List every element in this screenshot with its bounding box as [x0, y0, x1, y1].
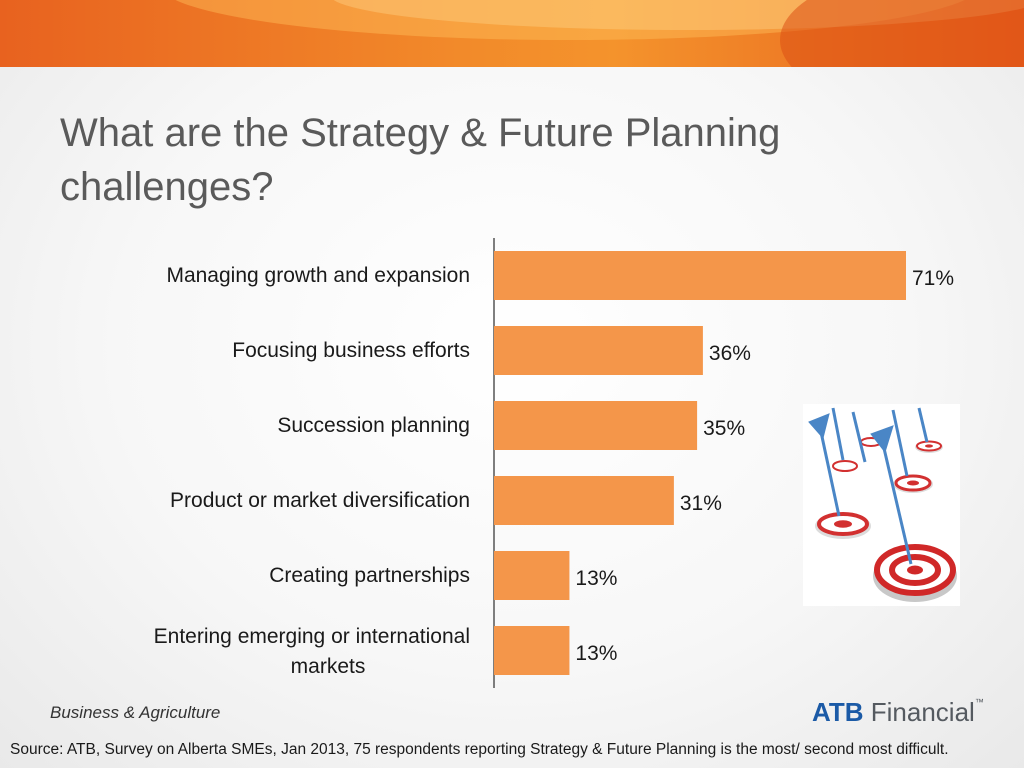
bar-0: [494, 251, 906, 300]
brand-rest: Financial: [870, 697, 975, 727]
value-label-3: 31%: [680, 492, 722, 515]
category-label-1: Focusing business efforts: [232, 339, 470, 362]
category-label-5: Entering emerging or international market…: [154, 625, 470, 678]
brand-logo: ATB Financial™: [812, 697, 984, 728]
bar-2: [494, 401, 698, 450]
value-label-4: 13%: [575, 567, 617, 590]
value-label-5: 13%: [575, 642, 617, 665]
source-note: Source: ATB, Survey on Alberta SMEs, Jan…: [10, 741, 949, 758]
bar-3: [494, 476, 674, 525]
top-banner: [0, 0, 1024, 67]
darts-target-icon: [803, 404, 960, 606]
bar-5: [494, 626, 570, 675]
section-label: Business & Agriculture: [50, 703, 221, 722]
bar-4: [494, 551, 570, 600]
bar-1: [494, 326, 703, 375]
category-label-2: Succession planning: [277, 414, 470, 437]
category-label-4: Creating partnerships: [269, 564, 470, 587]
page-title: What are the Strategy & Future Planning …: [60, 111, 781, 209]
category-label-3: Product or market diversification: [170, 489, 470, 512]
value-label-1: 36%: [709, 342, 751, 365]
category-label-0: Managing growth and expansion: [166, 264, 470, 287]
brand-trademark: ™: [974, 697, 984, 707]
value-label-0: 71%: [912, 267, 954, 290]
value-label-2: 35%: [703, 417, 745, 440]
brand-bold: ATB: [812, 697, 864, 727]
